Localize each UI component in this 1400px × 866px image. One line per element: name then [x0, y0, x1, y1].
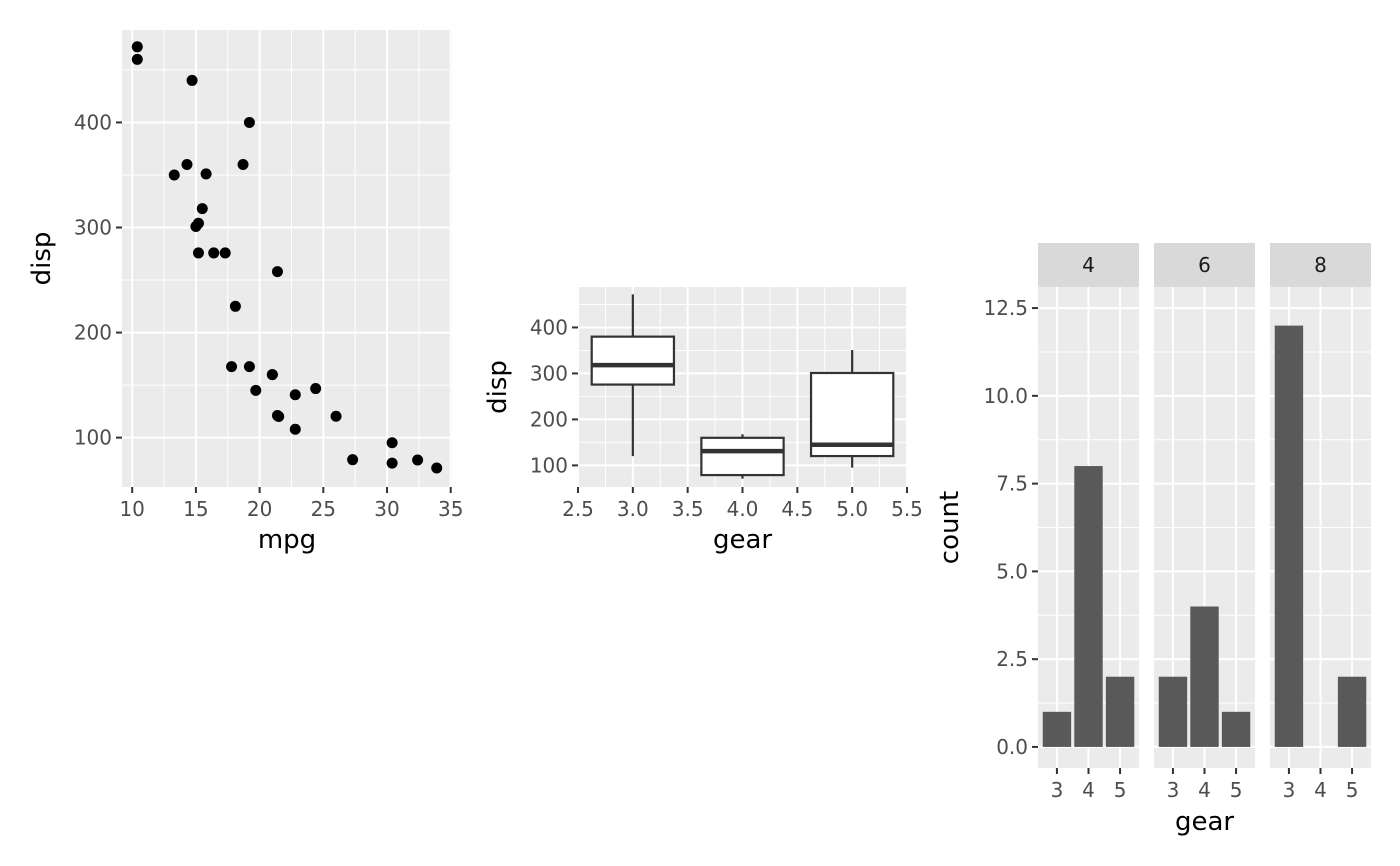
bar — [1105, 676, 1135, 747]
bar — [1221, 711, 1251, 747]
data-point — [226, 361, 238, 373]
y-tick-label: 200 — [74, 321, 112, 345]
x-tick-label: 3 — [1283, 778, 1296, 802]
facet-strip — [1270, 243, 1371, 287]
x-tick-label: 4 — [1082, 778, 1095, 802]
data-point — [186, 74, 198, 86]
x-tick-label: 3 — [1167, 778, 1180, 802]
box-iqr — [590, 335, 676, 386]
facet-strip — [1038, 243, 1139, 287]
x-axis-title: gear — [713, 525, 772, 555]
data-point — [208, 247, 220, 259]
bar — [1274, 325, 1304, 747]
data-point — [243, 361, 255, 373]
boxplot-gear-disp: 100 200 300 400 2.5 3.0 3.5 4.0 4.5 5.0 5.5 gear dis… — [483, 287, 923, 555]
y-tick-label: 100 — [530, 453, 568, 477]
data-point — [219, 247, 231, 259]
x-tick-label: 20 — [247, 497, 272, 521]
y-tick-label: 0.0 — [996, 735, 1028, 759]
bar — [1042, 711, 1072, 747]
y-tick-label: 300 — [530, 361, 568, 385]
bar — [1190, 606, 1219, 747]
y-tick-label: 300 — [74, 216, 112, 240]
x-tick-label: 4 — [1314, 778, 1327, 802]
x-tick-label: 35 — [438, 497, 463, 521]
y-tick-label: 10.0 — [983, 384, 1028, 408]
box-iqr — [809, 371, 895, 458]
x-tick-label: 4.0 — [727, 497, 759, 521]
data-point — [229, 300, 241, 312]
bar — [1074, 466, 1103, 747]
y-axis-title: count — [935, 491, 965, 564]
faceted-bar-chart-gear-count: 43 4 563 4 583 4 50.02.55.07.510.012.5gearcoun… — [935, 243, 1371, 837]
y-axis-title: disp — [483, 360, 513, 414]
x-axis-title: gear — [1175, 807, 1234, 837]
bar — [1158, 676, 1188, 747]
y-tick-label: 100 — [74, 426, 112, 450]
x-tick-label: 2.5 — [562, 497, 594, 521]
data-point — [181, 158, 193, 170]
x-tick-label: 25 — [311, 497, 336, 521]
x-tick-label: 5 — [1346, 778, 1359, 802]
data-point — [190, 220, 202, 232]
data-point — [330, 410, 342, 422]
data-point — [200, 168, 212, 180]
data-point — [386, 437, 398, 449]
y-tick-label: 5.0 — [996, 559, 1028, 583]
x-tick-label: 4.5 — [781, 497, 813, 521]
data-point — [192, 247, 204, 259]
data-point — [168, 169, 180, 181]
data-point — [271, 266, 283, 278]
y-tick-label: 400 — [74, 110, 112, 134]
x-tick-label: 5 — [1114, 778, 1127, 802]
data-point — [196, 203, 208, 215]
x-tick-label: 10 — [119, 497, 144, 521]
data-point — [237, 158, 249, 170]
y-tick-label: 7.5 — [996, 472, 1028, 496]
x-tick-label: 5 — [1230, 778, 1243, 802]
data-point — [131, 53, 143, 65]
data-point — [131, 41, 143, 53]
data-point — [347, 454, 359, 466]
data-point — [310, 383, 322, 395]
y-axis-title: disp — [27, 232, 57, 286]
data-point — [289, 423, 301, 435]
x-axis-title: mpg — [258, 525, 316, 555]
data-point — [266, 369, 278, 381]
data-point — [250, 384, 262, 396]
y-tick-label: 2.5 — [996, 647, 1028, 671]
x-tick-label: 3.0 — [617, 497, 649, 521]
y-tick-label: 200 — [530, 407, 568, 431]
x-tick-label: 30 — [374, 497, 399, 521]
x-tick-label: 4 — [1198, 778, 1211, 802]
data-point — [412, 454, 424, 466]
box-iqr — [700, 436, 785, 477]
data-point — [386, 457, 398, 469]
bar — [1337, 676, 1367, 747]
x-tick-label: 3 — [1051, 778, 1064, 802]
data-point — [289, 389, 301, 401]
facet-strip — [1154, 243, 1255, 287]
plot-panel — [122, 30, 452, 487]
y-tick-label: 400 — [530, 315, 568, 339]
data-point — [271, 410, 283, 422]
facet-strip-label: 6 — [1198, 253, 1211, 277]
facet-strip-label: 8 — [1314, 253, 1327, 277]
data-point — [431, 462, 443, 474]
scatter-plot-mpg-disp: 100 200 300 400 10 15 20 25 30 35 mpg disp — [27, 30, 463, 555]
x-tick-label: 15 — [183, 497, 208, 521]
data-point — [243, 116, 255, 128]
facet-strip-label: 4 — [1082, 253, 1095, 277]
x-tick-label: 3.5 — [672, 497, 704, 521]
y-tick-label: 12.5 — [983, 296, 1028, 320]
x-tick-label: 5.0 — [836, 497, 868, 521]
x-tick-label: 5.5 — [891, 497, 923, 521]
